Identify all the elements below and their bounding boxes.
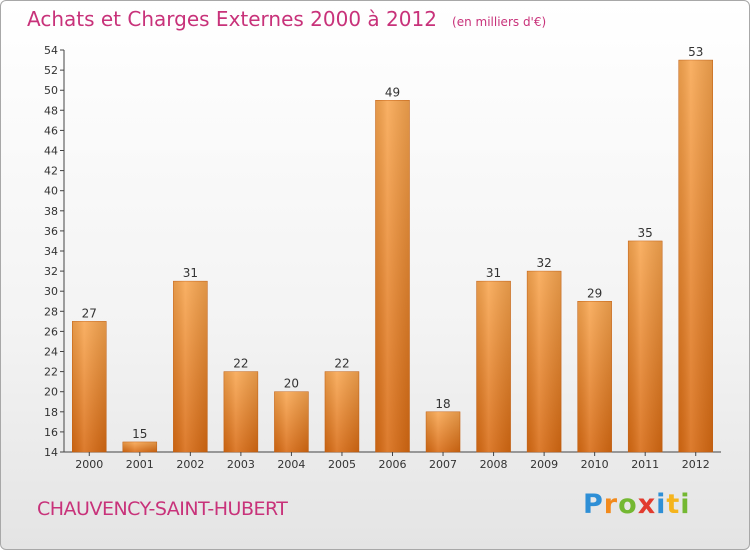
data-label-2006: 49 (385, 85, 400, 99)
commune-name: CHAUVENCY-SAINT-HUBERT (37, 498, 288, 520)
proxiti-logo[interactable]: Proxiti (583, 489, 691, 520)
y-tick-label: 44 (44, 145, 58, 158)
bar-shine (476, 281, 511, 452)
x-tick-label-2012: 2012 (682, 458, 710, 471)
y-tick-label: 30 (44, 285, 58, 298)
bar-shine (223, 371, 258, 452)
x-tick-label-2009: 2009 (530, 458, 558, 471)
bar-shine (678, 60, 713, 453)
logo-letter: P (583, 489, 604, 520)
y-tick-label: 38 (44, 205, 58, 218)
data-label-2009: 32 (536, 256, 551, 270)
y-tick-label: 18 (44, 406, 58, 419)
bar-shine (173, 281, 208, 452)
x-tick-label-2006: 2006 (379, 458, 407, 471)
chart-title: Achats et Charges Externes 2000 à 2012 (27, 7, 437, 31)
y-tick-label: 52 (44, 64, 58, 77)
data-label-2005: 22 (334, 357, 349, 371)
y-tick-label: 16 (44, 426, 58, 439)
y-tick-label: 42 (44, 165, 58, 178)
logo-letter: i (680, 489, 691, 520)
data-label-2011: 35 (638, 226, 653, 240)
y-tick-label: 32 (44, 265, 58, 278)
bar-shine (324, 371, 359, 452)
y-tick-label: 50 (44, 84, 58, 97)
y-tick-label: 48 (44, 104, 58, 117)
x-tick-label-2007: 2007 (429, 458, 457, 471)
y-tick-label: 54 (44, 44, 58, 57)
data-label-2000: 27 (82, 306, 97, 320)
bar-shine (577, 301, 612, 452)
x-tick-label-2010: 2010 (581, 458, 609, 471)
data-label-2007: 18 (435, 397, 450, 411)
data-label-2002: 31 (183, 266, 198, 280)
y-tick-label: 36 (44, 225, 58, 238)
y-tick-label: 40 (44, 185, 58, 198)
y-tick-label: 34 (44, 245, 58, 258)
plot-area: 14 16 18 20 22 24 26 28 30 32 34 36 38 40 42 44 46 48 50 52… (44, 44, 721, 471)
y-tick-label: 24 (44, 346, 58, 359)
x-tick-label-2008: 2008 (480, 458, 508, 471)
bar-shine (72, 321, 107, 452)
data-label-2003: 22 (233, 357, 248, 371)
y-tick-label: 26 (44, 325, 58, 338)
x-tick-label-2003: 2003 (227, 458, 255, 471)
x-tick-label-2000: 2000 (75, 458, 103, 471)
data-label-2004: 20 (284, 377, 299, 391)
data-label-2012: 53 (688, 45, 703, 59)
bar-shine (426, 411, 461, 452)
bar-shine (375, 100, 410, 452)
x-tick-label-2011: 2011 (631, 458, 659, 471)
x-tick-label-2001: 2001 (126, 458, 154, 471)
x-tick-label-2004: 2004 (277, 458, 305, 471)
logo-letter: o (618, 489, 638, 520)
logo-letter: r (603, 489, 619, 520)
chart-unit: (en milliers d'€) (452, 15, 547, 29)
data-label-2008: 31 (486, 266, 501, 280)
data-label-2010: 29 (587, 286, 602, 300)
bar-shine (527, 271, 562, 452)
data-label-2001: 15 (132, 427, 147, 441)
y-tick-label: 22 (44, 366, 58, 379)
y-tick-label: 20 (44, 386, 58, 399)
y-tick-label: 46 (44, 124, 58, 137)
x-tick-label-2002: 2002 (176, 458, 204, 471)
bar-shine (628, 240, 663, 452)
logo-letter: x (637, 489, 657, 520)
bar-shine (122, 441, 157, 452)
y-tick-label: 14 (44, 446, 58, 459)
y-tick-label: 28 (44, 305, 58, 318)
bar-shine (274, 391, 309, 452)
x-tick-label-2005: 2005 (328, 458, 356, 471)
logo-letter: i (656, 489, 667, 520)
title-line: Achats et Charges Externes 2000 à 2012 (… (27, 7, 546, 31)
logo-letter: t (666, 489, 681, 520)
